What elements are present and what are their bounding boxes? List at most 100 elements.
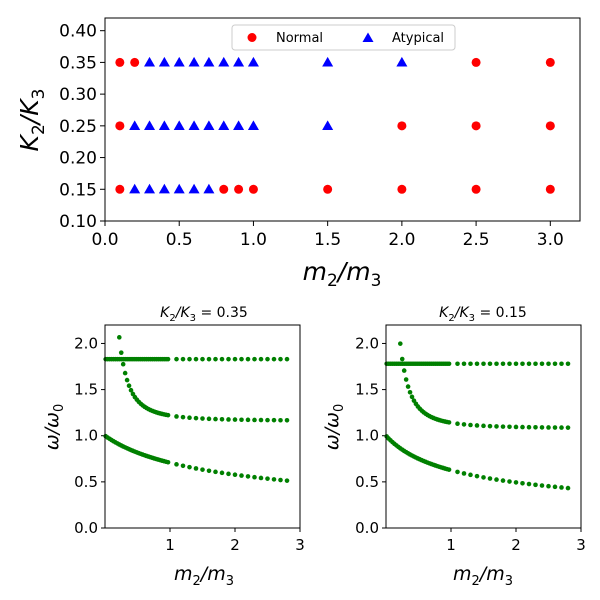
br-point-lower — [539, 483, 545, 488]
point-normal — [248, 184, 258, 194]
bl-point-upper — [206, 416, 212, 422]
bl-point-flat — [213, 356, 218, 362]
top-x-tick-label: 1.0 — [240, 230, 267, 250]
bl-point-upper — [174, 414, 179, 419]
bl-point-upper — [117, 335, 122, 340]
br-x-tick-label: 1 — [446, 536, 456, 554]
bl-point-lower — [187, 464, 192, 470]
bl-y-tick-label: 0.5 — [74, 473, 98, 491]
bl-point-flat — [284, 356, 290, 362]
bl-point-lower — [206, 468, 212, 474]
br-point-flat — [552, 361, 558, 367]
point-normal — [219, 184, 229, 194]
br-point-lower — [487, 476, 493, 481]
point-atypical — [396, 56, 408, 67]
bl-point-upper — [193, 415, 199, 421]
top-x-axis-label: m2/m3 — [303, 257, 382, 291]
br-point-flat — [513, 361, 519, 367]
br-point-upper — [403, 377, 409, 382]
br-point-upper — [481, 423, 486, 429]
bl-point-lower — [284, 478, 290, 483]
point-normal — [115, 184, 125, 194]
br-point-flat — [468, 361, 473, 367]
br-y-tick-label: 0.5 — [355, 473, 379, 491]
legend-box — [231, 24, 456, 51]
bl-point-upper — [252, 417, 257, 423]
br-point-flat — [533, 361, 538, 367]
br-point-upper — [513, 424, 519, 430]
bl-y-tick-label: 1.5 — [74, 381, 98, 399]
br-point-lower — [559, 485, 564, 490]
point-atypical — [173, 56, 185, 67]
br-point-upper — [500, 424, 506, 429]
br-point-upper — [565, 425, 571, 430]
top-x-tick-label: 1.5 — [314, 230, 341, 250]
br-point-upper — [405, 384, 411, 389]
bl-point-upper — [120, 361, 126, 367]
br-point-flat — [565, 361, 571, 367]
dispersion-chart-k015: K2/K3 = 0.15 1 2 3 0.0 0.5 1.0 1.5 2.0 m2/m3 ω/… — [321, 305, 586, 589]
bl-point-lower — [258, 475, 264, 481]
br-point-lower — [565, 485, 571, 491]
bl-point-flat — [278, 356, 283, 362]
bl-point-upper — [200, 416, 205, 421]
top-y-tick-label: 0.30 — [59, 85, 97, 105]
bl-point-lower — [193, 466, 199, 471]
bl-point-flat — [258, 356, 264, 362]
bl-point-lower — [219, 470, 225, 476]
br-point-flat — [500, 361, 506, 367]
top-data-points — [115, 56, 555, 194]
top-y-tick-label: 0.40 — [59, 22, 97, 42]
legend-atypical-marker — [362, 32, 374, 42]
point-atypical — [322, 56, 334, 67]
point-atypical — [144, 183, 156, 194]
bl-point-flat — [232, 356, 238, 362]
point-normal — [115, 57, 125, 67]
br-point-upper — [401, 368, 407, 373]
top-y-tick-label: 0.20 — [59, 149, 97, 169]
bl-chart-title: K2/K3 = 0.35 — [160, 305, 248, 324]
bl-data-points — [103, 335, 290, 483]
br-point-flat — [474, 361, 480, 367]
point-atypical — [233, 120, 245, 130]
point-atypical — [233, 56, 245, 67]
bl-point-lower — [213, 469, 218, 475]
br-point-lower — [500, 478, 506, 483]
br-point-lower — [461, 471, 467, 476]
br-point-lower — [546, 483, 551, 489]
bl-point-upper — [118, 350, 124, 355]
point-atypical — [322, 120, 334, 130]
br-point-lower — [494, 477, 499, 482]
point-atypical — [188, 183, 200, 194]
bl-point-flat — [206, 356, 212, 362]
top-y-axis-label: K2/K3 — [15, 89, 49, 152]
bl-point-upper — [284, 417, 290, 423]
br-point-upper — [559, 425, 564, 430]
bl-point-upper — [226, 417, 231, 422]
br-point-flat — [455, 361, 460, 367]
bl-y-tick-label: 1.0 — [74, 427, 98, 445]
top-scatter-chart: 0.0 0.5 1.0 1.5 2.0 2.5 3.0 0.10 0.15 0.20 0.25 0.3… — [15, 17, 581, 291]
point-normal — [471, 121, 481, 131]
br-point-lower — [474, 473, 480, 479]
bl-point-flat — [187, 356, 192, 362]
top-x-tick-label: 0.5 — [166, 230, 193, 250]
br-y-tick-label: 0.0 — [355, 519, 379, 537]
br-point-upper — [520, 424, 525, 430]
point-atypical — [158, 183, 170, 194]
br-point-lower — [520, 480, 525, 486]
point-normal — [234, 184, 244, 194]
bl-point-flat — [245, 356, 251, 362]
top-y-tick-label: 0.10 — [59, 212, 97, 232]
bl-axis-ticks: 1 2 3 0.0 0.5 1.0 1.5 2.0 — [74, 334, 305, 554]
br-point-upper — [409, 394, 415, 400]
legend-atypical-label: Atypical — [392, 31, 444, 46]
bl-point-flat — [265, 356, 270, 362]
point-atypical — [203, 120, 215, 130]
bl-point-upper — [187, 415, 192, 421]
bl-point-upper — [239, 417, 244, 423]
br-point-flat — [461, 361, 467, 367]
br-data-points — [384, 341, 571, 491]
br-point-lower — [481, 475, 486, 480]
point-normal — [545, 121, 555, 131]
